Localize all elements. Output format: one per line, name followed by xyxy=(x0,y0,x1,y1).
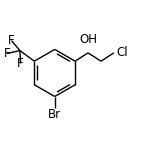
Text: OH: OH xyxy=(79,33,97,46)
Text: F: F xyxy=(17,57,24,70)
Text: F: F xyxy=(8,34,15,47)
Text: F: F xyxy=(4,47,10,60)
Text: Cl: Cl xyxy=(116,46,128,59)
Text: Br: Br xyxy=(48,108,61,121)
